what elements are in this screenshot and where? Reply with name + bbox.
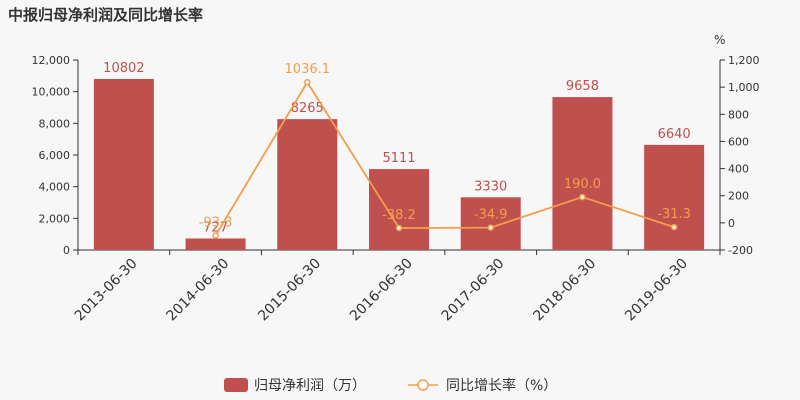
legend-bar-swatch xyxy=(224,378,248,392)
left-tick-label: 4,000 xyxy=(39,181,71,194)
right-tick-label: 1,200 xyxy=(728,54,760,67)
growth-value-label: 190.0 xyxy=(564,177,601,192)
x-tick-label: 2016-06-30 xyxy=(347,256,416,325)
growth-line xyxy=(214,80,675,236)
legend-line-marker xyxy=(417,379,429,391)
right-axis-unit: % xyxy=(714,33,725,47)
x-tick-label: 2015-06-30 xyxy=(255,256,324,325)
growth-point xyxy=(304,78,311,86)
bar-value-label: 9658 xyxy=(566,79,599,94)
bar xyxy=(369,169,429,250)
bar xyxy=(277,119,338,250)
x-tick-label: 2017-06-30 xyxy=(439,256,508,325)
legend: 归母净利润（万） 同比增长率（%） xyxy=(224,377,557,394)
right-tick-label: 400 xyxy=(728,163,749,176)
bar xyxy=(185,238,246,250)
x-tick-label: 2014-06-30 xyxy=(164,256,233,325)
growth-point xyxy=(579,193,586,201)
right-tick-label: 0 xyxy=(728,217,735,230)
bar-value-label: 5111 xyxy=(382,151,415,166)
bar-value-label: 3330 xyxy=(474,179,507,194)
right-tick-label: -200 xyxy=(728,244,753,257)
left-tick-label: 6,000 xyxy=(39,149,71,162)
growth-value-label: -31.3 xyxy=(657,207,691,222)
growth-value-label: 1036.1 xyxy=(285,62,331,77)
bar xyxy=(93,78,154,251)
bars xyxy=(93,78,705,251)
right-tick-label: 800 xyxy=(728,108,749,121)
growth-value-label: -38.2 xyxy=(382,208,416,223)
x-tick-label: 2019-06-30 xyxy=(622,256,691,325)
bar xyxy=(460,197,521,250)
bar-value-label: 6640 xyxy=(658,127,691,142)
left-tick-label: 8,000 xyxy=(39,117,71,130)
growth-value-label: -93.3 xyxy=(199,216,233,231)
bar xyxy=(644,144,705,250)
axes: 0 2,000 4,000 6,000 8,000 10,000 12,000 -200 0 20… xyxy=(32,54,760,257)
left-tick-label: 2,000 xyxy=(39,212,71,225)
left-tick-label: 0 xyxy=(63,244,70,257)
bar-value-label: 8265 xyxy=(291,101,324,116)
growth-point xyxy=(670,223,678,231)
bar-value-label: 10802 xyxy=(103,61,144,76)
growth-value-label: -34.9 xyxy=(474,208,508,223)
right-tick-label: 600 xyxy=(728,135,749,148)
right-tick-label: 200 xyxy=(728,190,749,203)
legend-bar-label: 归母净利润（万） xyxy=(254,377,366,394)
growth-point xyxy=(395,224,403,232)
bar xyxy=(552,97,613,250)
growth-point xyxy=(487,224,494,231)
chart-title: 中报归母净利润及同比增长率 xyxy=(8,6,203,24)
growth-point xyxy=(212,232,219,239)
x-tick-label: 2018-06-30 xyxy=(530,256,599,325)
x-tick-labels: 2013-06-30 2014-06-30 2015-06-30 2016-06-30… xyxy=(72,256,691,325)
legend-line-label: 同比增长率（%） xyxy=(446,377,557,394)
x-tick-label: 2013-06-30 xyxy=(72,256,141,325)
left-tick-label: 12,000 xyxy=(32,54,71,67)
right-tick-label: 1,000 xyxy=(728,81,760,94)
left-tick-label: 10,000 xyxy=(32,86,71,99)
growth-line-layer: -93.3 1036.1 -38.2 -34.9 190.0 -31.3 xyxy=(199,62,691,239)
